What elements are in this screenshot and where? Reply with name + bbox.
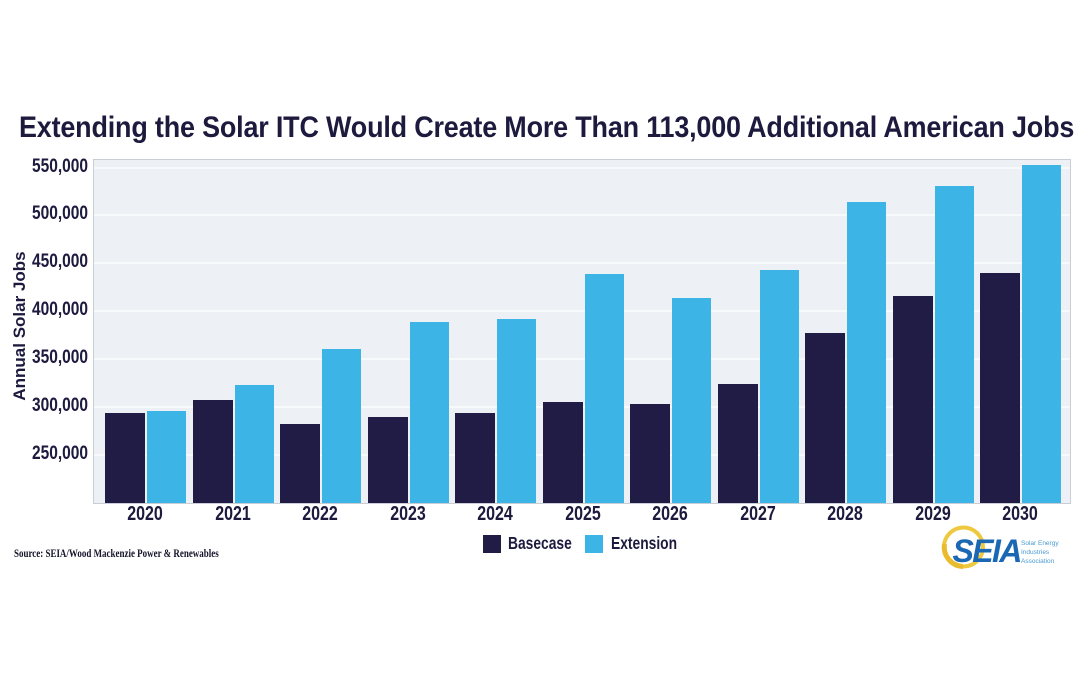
svg-text:Industries: Industries (1021, 549, 1050, 556)
svg-text:SEIA: SEIA (953, 533, 1021, 569)
svg-text:Solar Energy: Solar Energy (1021, 540, 1059, 547)
svg-text:Association: Association (1021, 558, 1055, 565)
